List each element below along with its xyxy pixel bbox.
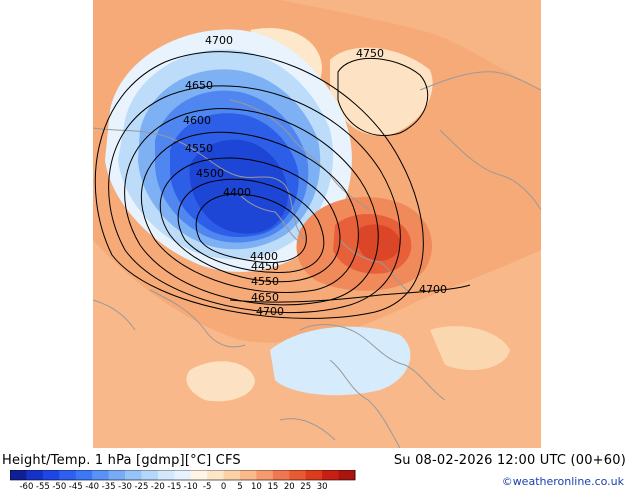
color-scale-tick-label: -25: [134, 482, 148, 490]
color-scale-tick-label: -50: [52, 482, 66, 490]
contour-label: 4450: [251, 260, 279, 273]
contour-label: 4600: [183, 114, 211, 127]
datetime-label: Su 08-02-2026 12:00 UTC (00+60): [393, 453, 626, 468]
color-scale-tick-label: 25: [300, 482, 311, 490]
color-scale-swatch: [59, 470, 77, 480]
color-scale-swatch: [240, 470, 257, 480]
color-scale-swatch: [338, 470, 356, 480]
color-scale-swatch: [289, 470, 307, 480]
color-scale-tick-label: 20: [284, 482, 295, 490]
contour-label: 4750: [356, 47, 384, 60]
contour-label: 4650: [251, 291, 279, 304]
color-scale-tick-label: 5: [237, 482, 242, 490]
color-scale-tick-label: -15: [167, 482, 181, 490]
contour-label: 4700: [256, 305, 284, 318]
color-scale-swatch: [10, 470, 27, 480]
color-scale-tick-label: -5: [203, 482, 211, 490]
contour-label: 4400: [250, 250, 278, 263]
color-scale-tick-label: -40: [85, 482, 99, 490]
color-scale-swatch: [223, 470, 241, 480]
color-scale-swatch: [26, 470, 44, 480]
color-scale-swatch: [190, 470, 208, 480]
contour-label: 4700: [205, 34, 233, 47]
contour-label: 4550: [185, 142, 213, 155]
color-scale-tick-label: 10: [251, 482, 262, 490]
color-scale-swatch: [322, 470, 340, 480]
color-scale-swatch: [174, 470, 192, 480]
contour-label: 4400: [223, 186, 251, 199]
color-scale-tick-label: -55: [36, 482, 50, 490]
color-scale-swatch: [272, 470, 290, 480]
map-panel: 4700 4750 4650 4600 4550 4500 4400 4400 …: [92, 0, 542, 448]
color-scale-tick-label: -10: [184, 482, 198, 490]
color-scale-swatch: [305, 470, 323, 480]
color-scale-border: [10, 470, 356, 481]
credit-link[interactable]: ©weatheronline.co.uk: [501, 475, 624, 488]
contour-label: 4500: [196, 167, 224, 180]
color-scale-swatch: [207, 470, 225, 480]
color-scale-tick-label: 0: [221, 482, 226, 490]
contour-label: 4550: [251, 275, 279, 288]
color-scale-tick-label: 15: [267, 482, 278, 490]
color-scale-swatch: [141, 470, 159, 480]
contour-label: 4700: [419, 283, 447, 296]
color-scale-tick-label: -45: [69, 482, 83, 490]
color-scale-tick-label: -35: [102, 482, 116, 490]
color-scale-tick-label: -20: [151, 482, 165, 490]
color-scale-swatch: [157, 470, 175, 480]
color-scale-swatch: [256, 470, 274, 480]
color-scale-tick-label: -30: [118, 482, 132, 490]
footer: Height/Temp. 1 hPa [gdmp][°C] CFS Su 08-…: [0, 448, 634, 490]
color-scale-swatch: [92, 470, 110, 480]
color-scale-tick-label: -60: [19, 482, 33, 490]
weather-map: 4700 4750 4650 4600 4550 4500 4400 4400 …: [92, 0, 542, 448]
chart-title: Height/Temp. 1 hPa [gdmp][°C] CFS: [2, 453, 241, 468]
color-scale-swatch: [75, 470, 93, 480]
color-scale-swatch: [125, 470, 142, 480]
color-scale: -60 -55 -50 -45 -40 -35 -30 -25 -20 -15 -10 -5 0 5 10 1…: [10, 470, 356, 490]
color-scale-swatch: [42, 470, 60, 480]
color-scale-tick-label: 30: [317, 482, 328, 490]
color-scale-swatch: [108, 470, 126, 480]
contour-label: 4650: [185, 79, 213, 92]
